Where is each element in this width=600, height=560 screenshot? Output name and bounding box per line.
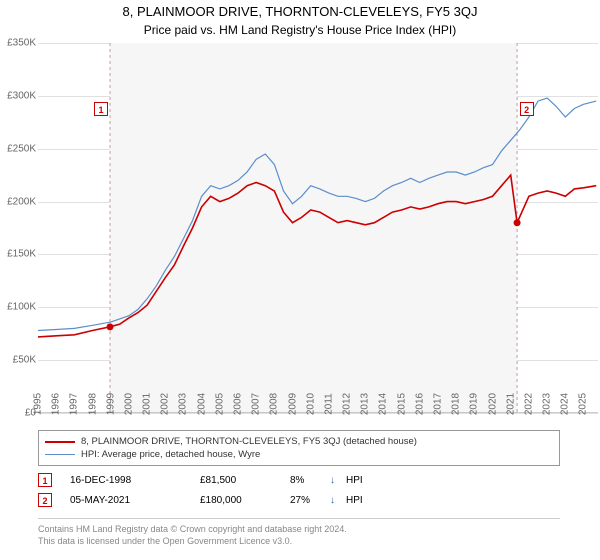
footer-attribution: Contains HM Land Registry data © Crown c…	[38, 518, 560, 547]
transaction-pct: 8%	[290, 475, 330, 486]
marker-point	[514, 219, 521, 226]
x-tick-label: 2022	[523, 393, 534, 415]
chart-title: 8, PLAINMOOR DRIVE, THORNTON-CLEVELEYS, …	[0, 0, 600, 19]
x-tick-label: 2000	[123, 393, 134, 415]
x-tick-label: 1999	[105, 393, 116, 415]
plot-svg	[38, 43, 598, 413]
x-tick-label: 2013	[360, 393, 371, 415]
x-tick-label: 2020	[487, 393, 498, 415]
x-tick-label: 1997	[69, 393, 80, 415]
shaded-region	[110, 43, 517, 413]
x-tick-label: 2018	[451, 393, 462, 415]
x-tick-label: 2016	[414, 393, 425, 415]
x-tick-label: 2006	[233, 393, 244, 415]
y-axis: £0£50K£100K£150K£200K£250K£300K£350K	[0, 43, 38, 413]
y-tick-label: £300K	[7, 90, 36, 101]
transaction-price: £81,500	[200, 475, 290, 486]
x-tick-label: 2021	[505, 393, 516, 415]
marker-point	[107, 323, 114, 330]
transaction-marker: 2	[38, 493, 52, 507]
down-arrow-icon: ↓	[330, 475, 346, 486]
x-tick-label: 2019	[469, 393, 480, 415]
x-tick-label: 2025	[578, 393, 589, 415]
transaction-suffix: HPI	[346, 475, 560, 486]
x-tick-label: 2023	[542, 393, 553, 415]
x-tick-label: 2001	[142, 393, 153, 415]
transaction-date: 05-MAY-2021	[70, 495, 200, 506]
x-tick-label: 2012	[342, 393, 353, 415]
y-tick-label: £50K	[13, 355, 36, 366]
x-tick-label: 2024	[560, 393, 571, 415]
y-tick-label: £250K	[7, 143, 36, 154]
x-tick-label: 2005	[214, 393, 225, 415]
legend-label: HPI: Average price, detached house, Wyre	[81, 449, 260, 460]
chart-subtitle: Price paid vs. HM Land Registry's House …	[0, 19, 600, 43]
legend: 8, PLAINMOOR DRIVE, THORNTON-CLEVELEYS, …	[38, 430, 560, 466]
x-tick-label: 2015	[396, 393, 407, 415]
x-tick-label: 2010	[305, 393, 316, 415]
legend-swatch	[45, 441, 75, 443]
x-tick-label: 2017	[433, 393, 444, 415]
transaction-pct: 27%	[290, 495, 330, 506]
x-tick-label: 1998	[87, 393, 98, 415]
x-tick-label: 2011	[323, 393, 334, 415]
x-tick-label: 2003	[178, 393, 189, 415]
legend-item: 8, PLAINMOOR DRIVE, THORNTON-CLEVELEYS, …	[45, 435, 553, 448]
x-tick-label: 1995	[33, 393, 44, 415]
x-tick-label: 2008	[269, 393, 280, 415]
x-tick-label: 1996	[51, 393, 62, 415]
footer-line-1: Contains HM Land Registry data © Crown c…	[38, 523, 560, 535]
x-tick-label: 2009	[287, 393, 298, 415]
callout-box: 2	[520, 102, 534, 116]
transaction-row: 2 05-MAY-2021£180,00027%↓HPI	[38, 490, 560, 510]
x-tick-label: 2004	[196, 393, 207, 415]
chart-area: £0£50K£100K£150K£200K£250K£300K£350K 12	[38, 43, 598, 413]
y-tick-label: £150K	[7, 249, 36, 260]
transaction-row: 1 16-DEC-1998£81,5008%↓HPI	[38, 470, 560, 490]
legend-label: 8, PLAINMOOR DRIVE, THORNTON-CLEVELEYS, …	[81, 436, 417, 447]
legend-swatch	[45, 454, 75, 455]
transaction-marker: 1	[38, 473, 52, 487]
callout-box: 1	[94, 102, 108, 116]
transactions-table: 1 16-DEC-1998£81,5008%↓HPI 2 05-MAY-2021£18…	[38, 470, 560, 510]
x-tick-label: 2014	[378, 393, 389, 415]
x-axis: 1995199619971998199920002001200220032004…	[38, 376, 598, 426]
transaction-date: 16-DEC-1998	[70, 475, 200, 486]
transaction-price: £180,000	[200, 495, 290, 506]
y-tick-label: £200K	[7, 196, 36, 207]
down-arrow-icon: ↓	[330, 495, 346, 506]
x-tick-label: 2007	[251, 393, 262, 415]
y-tick-label: £100K	[7, 302, 36, 313]
transaction-suffix: HPI	[346, 495, 560, 506]
x-tick-label: 2002	[160, 393, 171, 415]
footer-line-2: This data is licensed under the Open Gov…	[38, 535, 560, 547]
legend-item: HPI: Average price, detached house, Wyre	[45, 448, 553, 461]
y-tick-label: £350K	[7, 38, 36, 49]
